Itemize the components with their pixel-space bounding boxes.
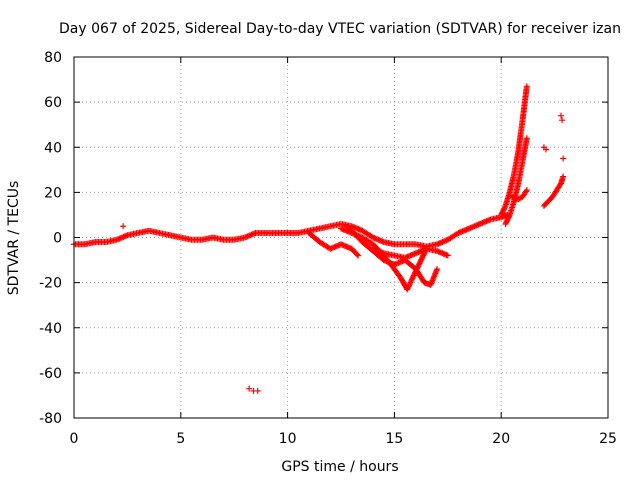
data-point-late-right (557, 181, 564, 188)
data-point-isolated (246, 385, 253, 392)
data-point-branch-a (355, 252, 362, 259)
data-point-late-left (522, 188, 529, 195)
data-point-isolated (560, 155, 567, 162)
data-point-late-left (523, 187, 530, 194)
data-point-branch-b (418, 256, 425, 263)
data-point-isolated (254, 387, 261, 394)
y-tick-label: 20 (44, 185, 62, 201)
data-point-rise (523, 83, 530, 90)
axis-ticks (73, 56, 609, 419)
data-point-branch-a (354, 251, 361, 258)
data-point-isolated (559, 117, 566, 124)
chart-title: Day 067 of 2025, Sidereal Day-to-day VTE… (59, 21, 621, 37)
data-point-rise (501, 204, 508, 211)
tick-labels: 0 5 10 15 20 25 -80 -60 -40 -20 0 20 40 60 80 (39, 50, 617, 447)
data-point-isolated (543, 146, 550, 153)
data-point-branch-b (405, 283, 412, 290)
data-point-isolated (558, 112, 565, 119)
data-point-branch-b (408, 276, 415, 283)
data-point-branch-b (409, 275, 416, 282)
x-tick-label: 25 (599, 431, 617, 447)
data-point-branch-b (415, 263, 422, 270)
y-tick-label: 0 (53, 231, 62, 247)
x-tick-label: 0 (70, 431, 79, 447)
data-point-branch-b (417, 257, 424, 264)
y-tick-label: -80 (39, 411, 62, 427)
y-tick-label: -20 (39, 276, 62, 292)
x-tick-label: 5 (176, 431, 185, 447)
x-axis-title: GPS time / hours (281, 459, 398, 475)
grid (74, 57, 608, 418)
data-point-rise-2 (506, 213, 513, 220)
data-points (71, 83, 567, 394)
data-point-branch-d (444, 252, 451, 259)
data-point-branch-b (404, 285, 411, 292)
data-point-branch-b (408, 278, 415, 285)
x-tick-label: 20 (492, 431, 510, 447)
data-point-branch-b (407, 279, 414, 286)
x-tick-label: 15 (385, 431, 403, 447)
data-point-rise-2 (523, 135, 530, 142)
y-tick-label: 40 (44, 140, 62, 156)
data-point-late-right (560, 173, 567, 180)
data-point-branch-b (419, 253, 426, 260)
data-point-branch-b (410, 273, 417, 280)
data-point-isolated (120, 223, 127, 230)
data-point-branch-b (419, 255, 426, 262)
data-point-branch-b (416, 260, 423, 267)
y-tick-label: 60 (44, 95, 62, 111)
y-tick-label: 80 (44, 50, 62, 66)
y-tick-label: -40 (39, 321, 62, 337)
data-point-branch-b (410, 272, 417, 279)
data-point-branch-b (404, 286, 411, 293)
data-point-branch-b (420, 252, 427, 259)
y-tick-label: -60 (39, 366, 62, 382)
x-tick-label: 10 (279, 431, 297, 447)
data-point-branch-b (415, 261, 422, 268)
data-point-branch-b (417, 259, 424, 266)
y-axis-title: SDTVAR / TECUs (6, 181, 22, 296)
data-point-branch-c (434, 266, 441, 273)
data-point-branch-b (406, 282, 413, 289)
data-point-branch-b (406, 280, 413, 287)
